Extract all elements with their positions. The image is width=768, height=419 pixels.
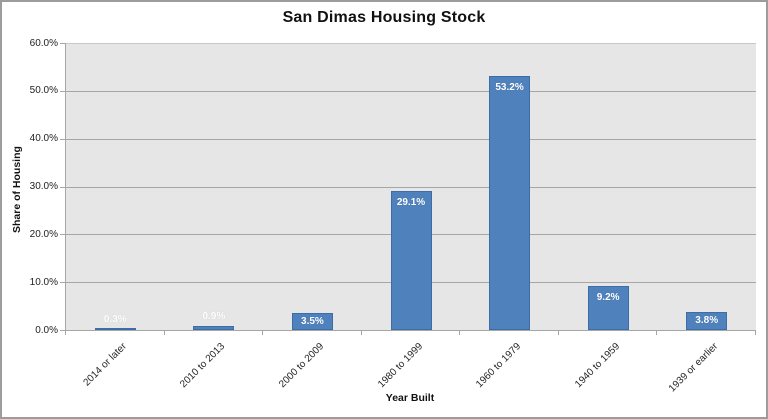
x-axis-tick-mark bbox=[656, 331, 657, 335]
x-category-label: 1939 or earlier bbox=[667, 341, 721, 395]
bar-1960-to-1979 bbox=[489, 75, 531, 330]
x-axis-tick-mark bbox=[558, 331, 559, 335]
bar-value-label: 53.2% bbox=[495, 81, 524, 93]
x-axis-title: Year Built bbox=[385, 392, 435, 404]
y-axis-tick-label: 60.0% bbox=[29, 37, 58, 49]
y-axis-tick-label: 20.0% bbox=[29, 228, 58, 240]
bar-value-label: 0.9% bbox=[202, 310, 226, 322]
x-category-label: 2000 to 2009 bbox=[277, 341, 327, 391]
x-axis-tick-mark bbox=[65, 331, 66, 335]
bar-value-label: 3.5% bbox=[301, 315, 324, 327]
y-axis-tick-mark bbox=[60, 234, 65, 236]
y-axis-tick-mark bbox=[60, 330, 65, 331]
gridline bbox=[66, 43, 756, 44]
x-category-label: 1960 to 1979 bbox=[474, 341, 524, 391]
plot-area: 0.3% 0.9% 3.5% 29.1% 53.2% 9.2% 3.8% bbox=[65, 43, 756, 331]
y-axis-tick-mark bbox=[60, 90, 65, 92]
x-axis-tick-mark bbox=[361, 331, 362, 335]
y-axis-tick-label: 50.0% bbox=[29, 85, 58, 97]
x-category-label: 1980 to 1999 bbox=[375, 341, 425, 391]
gridline bbox=[66, 138, 756, 140]
y-axis-tick-mark bbox=[60, 43, 65, 44]
bar-value-label: 9.2% bbox=[596, 291, 620, 303]
x-category-label: 2010 to 2013 bbox=[178, 341, 228, 391]
y-axis-tick-mark bbox=[60, 282, 65, 284]
y-axis-tick-mark bbox=[60, 138, 65, 140]
y-axis-tick-label: 0.0% bbox=[35, 324, 58, 336]
gridline bbox=[66, 186, 756, 188]
y-axis-tick-label: 30.0% bbox=[29, 181, 58, 192]
x-axis-tick-mark bbox=[262, 331, 263, 335]
bar-2014-or-later bbox=[94, 328, 136, 330]
bar-1940-to-1959 bbox=[587, 286, 629, 330]
bar-value-label: 29.1% bbox=[396, 196, 426, 208]
bar-1939-or-earlier bbox=[686, 311, 728, 330]
y-axis-tick-mark bbox=[60, 186, 65, 188]
x-axis-tick-mark bbox=[459, 331, 460, 335]
x-axis-tick-mark bbox=[164, 331, 165, 335]
x-axis-tick-mark bbox=[755, 331, 756, 335]
x-category-label: 1940 to 1959 bbox=[572, 341, 622, 391]
chart-title: San Dimas Housing Stock bbox=[282, 9, 486, 26]
bar-value-label: 3.8% bbox=[695, 314, 719, 326]
bar-value-label: 0.3% bbox=[103, 313, 127, 325]
bar-2000-to-2009 bbox=[291, 313, 333, 330]
bar-1980-to-1999 bbox=[390, 190, 432, 330]
gridline bbox=[66, 90, 756, 92]
y-axis-tick-label: 40.0% bbox=[29, 133, 58, 145]
bar-2010-to-2013 bbox=[193, 325, 235, 330]
x-category-label: 2014 or later bbox=[81, 341, 130, 389]
y-axis-tick-label: 10.0% bbox=[29, 276, 58, 288]
